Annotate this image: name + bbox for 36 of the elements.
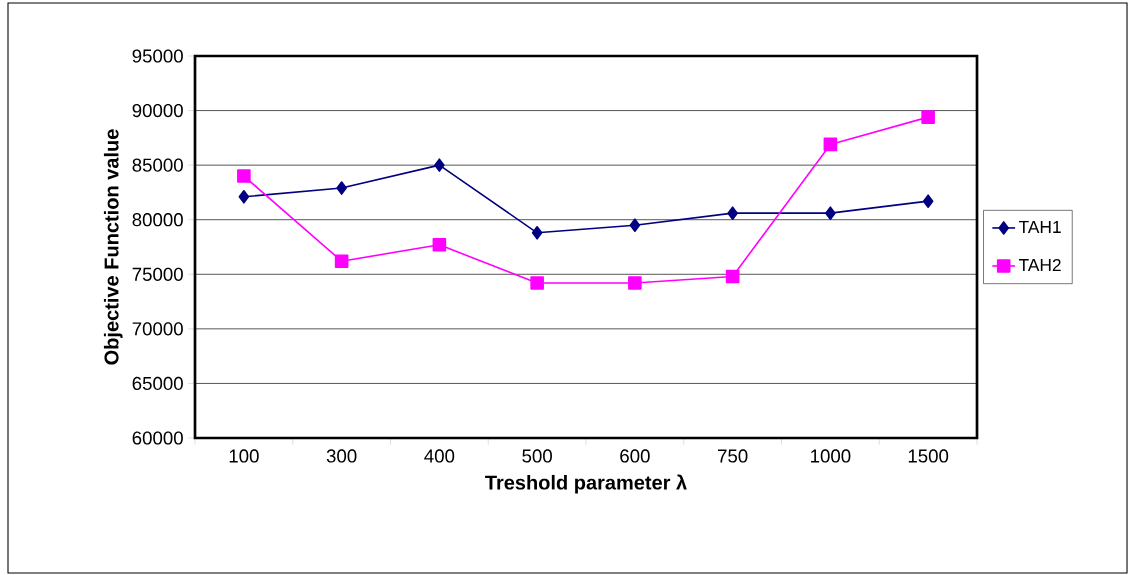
- y-tick-label: 75000: [132, 267, 183, 281]
- point: [921, 110, 935, 124]
- y-tick-label: 95000: [132, 49, 183, 63]
- point: [336, 181, 347, 195]
- x-tick-label: 750: [718, 449, 748, 463]
- point: [238, 190, 250, 204]
- x-tick-label: 100: [229, 449, 259, 463]
- point: [628, 276, 642, 290]
- x-tick-label: 500: [522, 449, 552, 463]
- point: [725, 269, 740, 284]
- point: [434, 158, 445, 172]
- y-tick-label: 85000: [132, 158, 183, 172]
- point: [727, 206, 738, 220]
- y-tick-label: 90000: [132, 103, 183, 118]
- point: [334, 254, 349, 268]
- legend-label: TAH1: [1018, 220, 1061, 233]
- point: [629, 218, 641, 232]
- x-tick-label: 1500: [908, 449, 949, 463]
- x-tick-label: 300: [326, 449, 357, 463]
- point: [237, 169, 251, 183]
- x-tick-label: 400: [424, 449, 455, 463]
- point: [432, 238, 447, 252]
- y-tick-label: 60000: [132, 431, 183, 445]
- y-axis-title: Objective Function value: [103, 129, 123, 365]
- point: [825, 206, 836, 220]
- y-tick-label: 65000: [132, 376, 183, 391]
- legend-label: TAH2: [1018, 258, 1061, 272]
- point: [531, 226, 543, 240]
- point: [922, 194, 934, 208]
- y-tick-label: 70000: [132, 322, 183, 336]
- x-tick-label: 1000: [811, 449, 851, 463]
- x-tick-label: 600: [620, 449, 650, 463]
- point: [823, 137, 838, 152]
- x-axis-title: Treshold parameter λ: [485, 474, 687, 494]
- point: [530, 276, 544, 290]
- y-tick-label: 80000: [132, 213, 183, 227]
